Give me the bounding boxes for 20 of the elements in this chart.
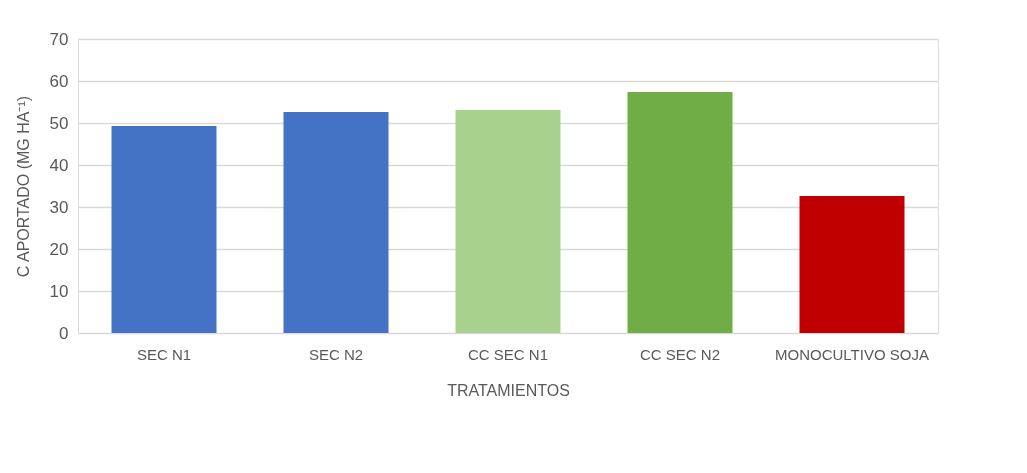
y-tick-label: 50 (49, 113, 69, 133)
x-tick-label: SEC N2 (308, 345, 364, 363)
bar (627, 91, 733, 333)
x-tick-label: MONOCULTIVO SOJA (775, 345, 929, 363)
bar (455, 109, 561, 333)
bar (799, 196, 905, 333)
y-tick-label: 30 (49, 197, 69, 217)
y-tick-label: 20 (49, 239, 69, 259)
y-tick-label: 10 (49, 281, 69, 301)
bar (283, 112, 389, 333)
y-tick-label: 70 (49, 29, 69, 49)
y-tick-label: 40 (49, 155, 69, 175)
x-tick-label: SEC N1 (136, 345, 192, 363)
x-tick-label: CC SEC N1 (467, 345, 549, 363)
y-axis-title: C APORTADO (MG HA⁻¹) (14, 95, 32, 278)
y-tick-label: 60 (49, 71, 69, 91)
y-tick-label: 0 (59, 323, 69, 343)
x-axis-title: TRATAMIENTOS (447, 381, 570, 399)
x-tick-label: CC SEC N2 (639, 345, 721, 363)
bar (111, 125, 217, 333)
